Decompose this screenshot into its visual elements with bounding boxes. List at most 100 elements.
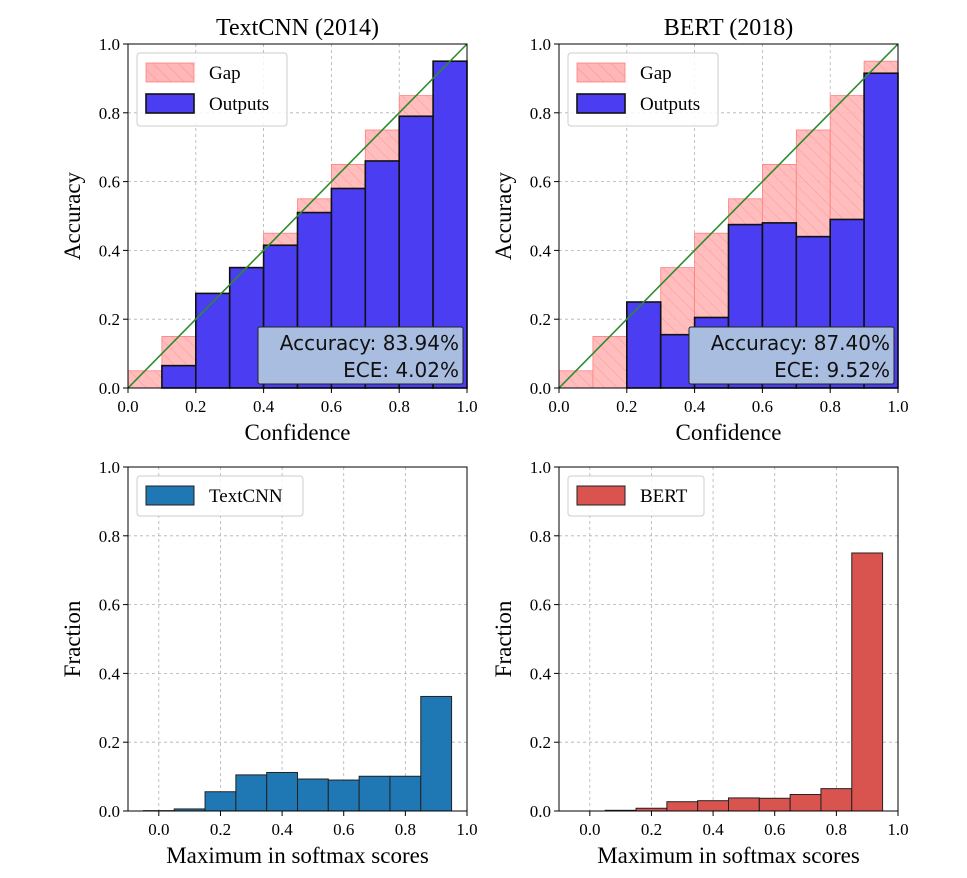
x-tick-label-4: 0.8 [820,397,841,416]
gap-bar-0 [558,370,594,389]
gap-bar-0 [127,370,163,389]
x-tick-label-2: 0.4 [271,820,293,839]
y-tick-label-5: 1.0 [530,35,551,54]
y-tick-label-5: 1.0 [99,458,120,477]
y-tick-label-0: 0.0 [99,379,120,398]
x-tick-label-0: 0.0 [579,820,600,839]
hist-bar-9 [851,552,884,812]
annotation-accuracy: Accuracy: 87.40% [711,331,890,355]
annotation-ece: ECE: 4.02% [343,358,459,382]
y-tick-label-4: 0.8 [99,104,120,123]
axes-frame [127,466,468,812]
x-axis-label: Confidence [244,420,350,445]
y-tick-label-4: 0.8 [530,527,551,546]
gap-bar-1 [592,335,628,389]
x-tick-label-5: 1.0 [456,397,477,416]
x-tick-label-2: 0.4 [253,397,275,416]
x-tick-label-1: 0.2 [185,397,206,416]
y-tick-label-0: 0.0 [99,802,120,821]
y-tick-label-4: 0.8 [99,527,120,546]
chart-title: BERT (2018) [664,15,793,41]
axes-frame [558,466,899,812]
y-tick-label-3: 0.6 [530,596,551,615]
hist-bar-6 [758,797,791,812]
hist-bar-8 [820,788,853,812]
hist-bar-9 [420,695,453,812]
diagonal-line [127,43,468,389]
legend-label-0: Gap [209,63,241,84]
y-tick-label-2: 0.4 [99,241,121,260]
hist-bar-7 [358,775,391,812]
y-tick-label-0: 0.0 [530,379,551,398]
legend-swatch-0 [145,62,195,83]
y-tick-label-0: 0.0 [530,802,551,821]
y-tick-label-2: 0.4 [530,664,552,683]
output-bar-2 [195,292,231,389]
legend-swatch-0 [576,485,626,506]
hist-bar-3 [235,774,268,812]
x-axis-label: Maximum in softmax scores [166,843,429,868]
x-tick-label-0: 0.0 [148,820,169,839]
y-tick-label-5: 1.0 [99,35,120,54]
diagonal-line [558,43,899,389]
y-axis-label: Accuracy [491,171,516,260]
annotation-box [688,326,895,385]
y-tick-label-3: 0.6 [99,596,120,615]
y-tick-label-4: 0.8 [530,104,551,123]
panel-1: Accuracy: 87.40% ECE: 9.52% 0.0 0.2 0.4 0.6 0.… [491,15,909,445]
y-axis-label: Accuracy [60,171,85,260]
hist-bar-5 [297,778,329,812]
x-tick-label-4: 0.8 [389,397,410,416]
y-tick-label-1: 0.2 [530,310,551,329]
y-tick-label-1: 0.2 [99,310,120,329]
y-axis-label: Fraction [491,600,516,677]
legend-label-1: Outputs [209,94,269,115]
hist-bar-6 [327,779,360,812]
legend-swatch-1 [145,93,195,114]
x-axis-label: Confidence [675,420,781,445]
hist-bar-3 [666,801,699,812]
hist-bar-8 [389,775,422,812]
y-axis-label: Fraction [60,600,85,677]
hist-bar-2 [204,791,237,812]
y-tick-label-1: 0.2 [530,733,551,752]
legend-label-0: BERT [640,486,688,507]
x-tick-label-3: 0.6 [752,397,773,416]
x-tick-label-5: 1.0 [887,397,908,416]
legend-swatch-0 [576,62,626,83]
y-tick-label-3: 0.6 [99,173,120,192]
x-tick-label-5: 1.0 [456,820,477,839]
legend-swatch-1 [576,93,626,114]
annotation-ece: ECE: 9.52% [774,358,890,382]
hist-bar-4 [697,800,730,812]
axes-frame [558,43,899,389]
x-tick-label-1: 0.2 [616,397,637,416]
legend-label-1: Outputs [640,94,700,115]
x-tick-label-5: 1.0 [887,820,908,839]
legend-swatch-0 [145,485,195,506]
x-tick-label-4: 0.8 [395,820,416,839]
legend-label-0: Gap [640,63,672,84]
y-tick-label-1: 0.2 [99,733,120,752]
x-tick-label-3: 0.6 [333,820,354,839]
x-tick-label-4: 0.8 [826,820,847,839]
legend-label-0: TextCNN [209,486,283,507]
hist-bar-5 [728,797,760,812]
x-tick-label-0: 0.0 [117,397,138,416]
panel-3: 0.0 0.2 0.4 0.6 0.8 1.0 0.0 0.2 0.4 0.6 0.8 1.0 Maxi… [491,458,909,868]
y-tick-label-2: 0.4 [530,241,552,260]
hist-bar-4 [266,771,299,812]
y-tick-label-2: 0.4 [99,664,121,683]
annotation-accuracy: Accuracy: 83.94% [280,331,459,355]
x-tick-label-2: 0.4 [684,397,706,416]
x-tick-label-2: 0.4 [702,820,724,839]
y-tick-label-5: 1.0 [530,458,551,477]
panel-0: Accuracy: 83.94% ECE: 4.02% 0.0 0.2 0.4 0.6 0.… [60,15,478,445]
x-axis-label: Maximum in softmax scores [597,843,860,868]
hist-bar-7 [789,793,822,812]
x-tick-label-3: 0.6 [321,397,342,416]
axes-frame [127,43,468,389]
x-tick-label-1: 0.2 [210,820,231,839]
panel-2: 0.0 0.2 0.4 0.6 0.8 1.0 0.0 0.2 0.4 0.6 0.8 1.0 Maxi… [60,458,478,868]
